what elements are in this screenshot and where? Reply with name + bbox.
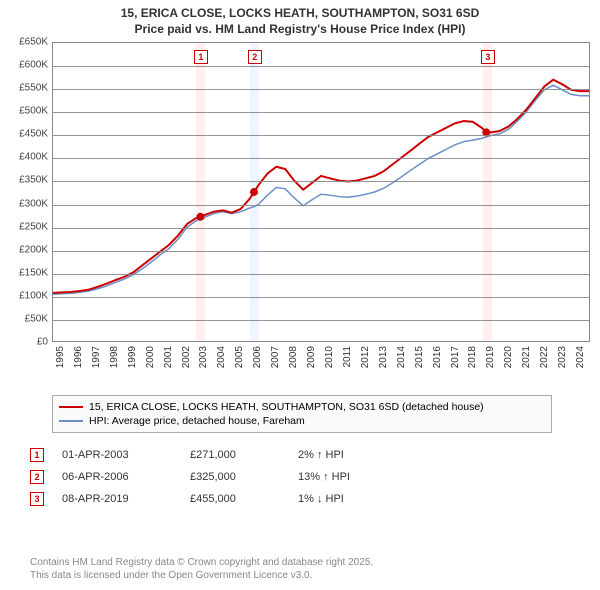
plot-area: 1 2 3 bbox=[52, 42, 590, 342]
x-tick-label: 2012 bbox=[360, 346, 371, 368]
y-tick-label: £50K bbox=[25, 313, 48, 324]
chart-area: £0 £50K £100K £150K £200K £250K £300K £350K £400… bbox=[8, 42, 592, 392]
x-tick-label: 2007 bbox=[270, 346, 281, 368]
sales-price: £271,000 bbox=[190, 449, 280, 461]
sales-date: 06-APR-2006 bbox=[62, 471, 172, 483]
x-tick-label: 2003 bbox=[198, 346, 209, 368]
chart-title: 15, ERICA CLOSE, LOCKS HEATH, SOUTHAMPTO… bbox=[0, 0, 600, 37]
gridline bbox=[53, 181, 589, 182]
y-tick-label: £200K bbox=[19, 244, 48, 255]
sales-date: 01-APR-2003 bbox=[62, 449, 172, 461]
x-tick-label: 2023 bbox=[557, 346, 568, 368]
y-tick-label: £0 bbox=[37, 337, 48, 348]
footer-attribution: Contains HM Land Registry data © Crown c… bbox=[30, 556, 373, 582]
x-tick-label: 1997 bbox=[91, 346, 102, 368]
gridline bbox=[53, 89, 589, 90]
sale-dot bbox=[196, 213, 204, 221]
sales-table: 1 01-APR-2003 £271,000 2% ↑ HPI 2 06-APR-2006… bbox=[30, 444, 570, 510]
y-tick-label: £400K bbox=[19, 152, 48, 163]
x-tick-label: 1999 bbox=[127, 346, 138, 368]
footer-line-1: Contains HM Land Registry data © Crown c… bbox=[30, 556, 373, 569]
y-tick-label: £250K bbox=[19, 221, 48, 232]
legend-row: 15, ERICA CLOSE, LOCKS HEATH, SOUTHAMPTO… bbox=[59, 400, 545, 414]
sale-dot bbox=[250, 188, 258, 196]
chart-marker-3: 3 bbox=[481, 50, 495, 64]
gridline bbox=[53, 274, 589, 275]
x-tick-label: 2011 bbox=[342, 346, 353, 368]
legend: 15, ERICA CLOSE, LOCKS HEATH, SOUTHAMPTO… bbox=[52, 395, 552, 433]
y-tick-label: £500K bbox=[19, 106, 48, 117]
legend-swatch bbox=[59, 420, 83, 422]
gridline bbox=[53, 66, 589, 67]
sales-delta: 2% ↑ HPI bbox=[298, 449, 398, 461]
legend-swatch bbox=[59, 406, 83, 408]
sales-row: 2 06-APR-2006 £325,000 13% ↑ HPI bbox=[30, 466, 570, 488]
x-tick-label: 2018 bbox=[467, 346, 478, 368]
x-tick-label: 1995 bbox=[55, 346, 66, 368]
y-tick-label: £350K bbox=[19, 175, 48, 186]
x-tick-label: 2017 bbox=[450, 346, 461, 368]
gridline bbox=[53, 205, 589, 206]
chart-container: 15, ERICA CLOSE, LOCKS HEATH, SOUTHAMPTO… bbox=[0, 0, 600, 590]
sales-marker: 1 bbox=[30, 448, 44, 462]
legend-label: 15, ERICA CLOSE, LOCKS HEATH, SOUTHAMPTO… bbox=[89, 401, 484, 413]
x-tick-label: 1998 bbox=[109, 346, 120, 368]
gridline bbox=[53, 297, 589, 298]
gridline bbox=[53, 158, 589, 159]
sales-row: 1 01-APR-2003 £271,000 2% ↑ HPI bbox=[30, 444, 570, 466]
y-tick-label: £600K bbox=[19, 60, 48, 71]
gridline bbox=[53, 135, 589, 136]
x-tick-label: 2020 bbox=[503, 346, 514, 368]
sales-delta: 13% ↑ HPI bbox=[298, 471, 398, 483]
x-tick-label: 2005 bbox=[234, 346, 245, 368]
x-axis: 1995 1996 1997 1998 1999 2000 2001 2002 2003 2004… bbox=[52, 344, 590, 392]
series-hpi bbox=[53, 85, 589, 294]
x-tick-label: 2008 bbox=[288, 346, 299, 368]
chart-marker-2: 2 bbox=[248, 50, 262, 64]
x-tick-label: 2019 bbox=[485, 346, 496, 368]
title-line-2: Price paid vs. HM Land Registry's House … bbox=[0, 22, 600, 38]
sales-date: 08-APR-2019 bbox=[62, 493, 172, 505]
sales-marker: 2 bbox=[30, 470, 44, 484]
y-axis: £0£50K£100K£150K£200K£250K£300K£350K£400… bbox=[8, 42, 50, 342]
x-tick-label: 2016 bbox=[432, 346, 443, 368]
x-tick-label: 2022 bbox=[539, 346, 550, 368]
sales-marker: 3 bbox=[30, 492, 44, 506]
sales-price: £455,000 bbox=[190, 493, 280, 505]
chart-marker-1: 1 bbox=[194, 50, 208, 64]
x-tick-label: 2000 bbox=[145, 346, 156, 368]
y-tick-label: £150K bbox=[19, 267, 48, 278]
x-tick-label: 2004 bbox=[216, 346, 227, 368]
y-tick-label: £650K bbox=[19, 37, 48, 48]
x-tick-label: 2015 bbox=[414, 346, 425, 368]
x-tick-label: 2013 bbox=[378, 346, 389, 368]
gridline bbox=[53, 112, 589, 113]
sales-price: £325,000 bbox=[190, 471, 280, 483]
sales-row: 3 08-APR-2019 £455,000 1% ↓ HPI bbox=[30, 488, 570, 510]
footer-line-2: This data is licensed under the Open Gov… bbox=[30, 569, 373, 582]
y-tick-label: £100K bbox=[19, 290, 48, 301]
x-tick-label: 2006 bbox=[252, 346, 263, 368]
x-tick-label: 2024 bbox=[575, 346, 586, 368]
legend-label: HPI: Average price, detached house, Fare… bbox=[89, 415, 305, 427]
y-tick-label: £550K bbox=[19, 83, 48, 94]
gridline bbox=[53, 320, 589, 321]
x-tick-label: 2010 bbox=[324, 346, 335, 368]
x-tick-label: 2014 bbox=[396, 346, 407, 368]
x-tick-label: 2001 bbox=[163, 346, 174, 368]
x-tick-label: 2009 bbox=[306, 346, 317, 368]
title-line-1: 15, ERICA CLOSE, LOCKS HEATH, SOUTHAMPTO… bbox=[0, 6, 600, 22]
x-tick-label: 1996 bbox=[73, 346, 84, 368]
gridline bbox=[53, 251, 589, 252]
sales-delta: 1% ↓ HPI bbox=[298, 493, 398, 505]
legend-row: HPI: Average price, detached house, Fare… bbox=[59, 414, 545, 428]
y-tick-label: £300K bbox=[19, 198, 48, 209]
x-tick-label: 2002 bbox=[181, 346, 192, 368]
y-tick-label: £450K bbox=[19, 129, 48, 140]
gridline bbox=[53, 228, 589, 229]
x-tick-label: 2021 bbox=[521, 346, 532, 368]
